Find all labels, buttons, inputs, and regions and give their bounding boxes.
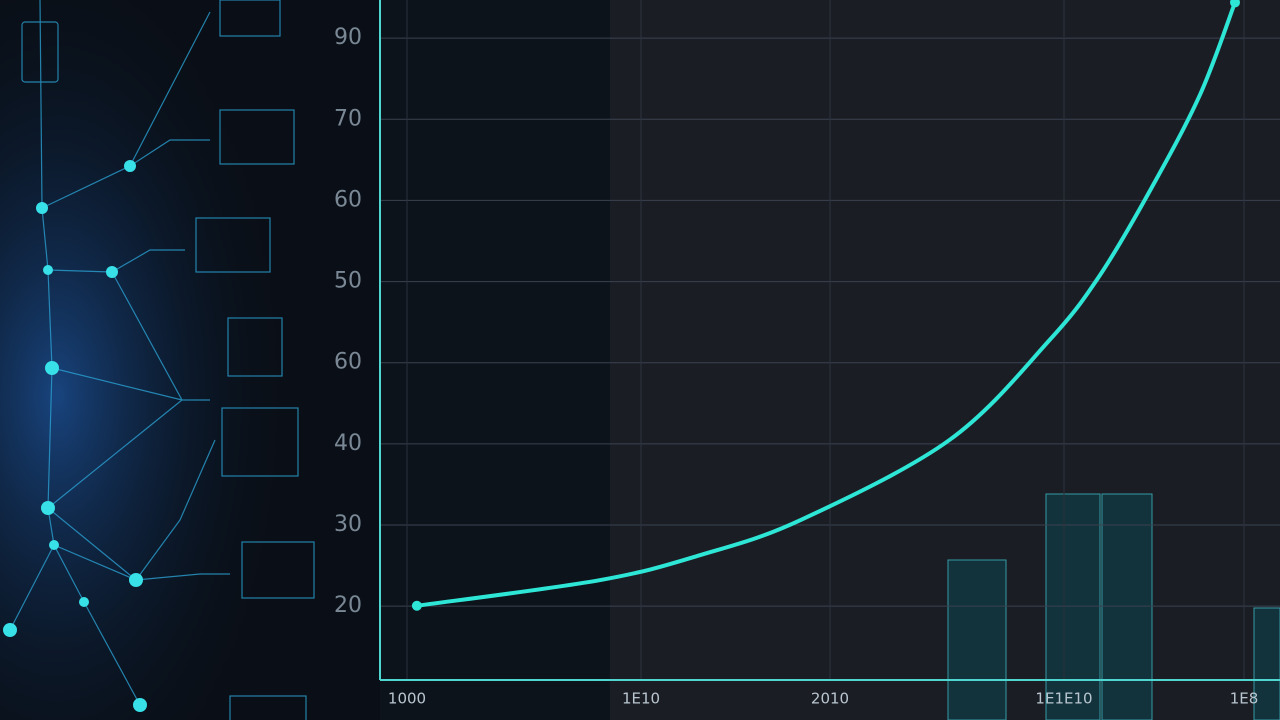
doc-icon [221,407,299,477]
panel [610,0,1280,720]
node [79,597,89,607]
node [133,698,147,712]
network-glow [0,0,380,720]
network-link [129,11,211,167]
network-link [39,0,43,209]
doc-icon [219,0,281,37]
doc-icon [229,695,307,720]
y-tick-label: 20 [334,593,362,618]
node [36,202,48,214]
network-link [47,269,210,401]
y-tick-label: 40 [334,431,362,456]
network-link [41,139,210,209]
data-line [414,0,1237,608]
node [45,361,59,375]
x-tick-label: 2010 [811,690,849,708]
x-tick-label: 1E1E10 [1035,690,1092,708]
y-tick-label: 90 [334,25,362,50]
node [129,573,143,587]
network [9,0,315,720]
network-link [47,507,141,706]
y-tick-label: 70 [334,106,362,131]
buildings [947,493,1280,720]
panel-dark [380,0,610,720]
building [1101,493,1153,720]
x-tick-label: 1000 [388,690,426,708]
x-tick-label: 1E10 [622,690,660,708]
y-tick-label: 60 [334,350,362,375]
node [124,160,136,172]
network-link [47,271,183,509]
building [1045,493,1101,720]
node [43,265,53,275]
node [106,266,118,278]
node [3,623,17,637]
doc-icon [241,541,315,599]
end-point [1230,0,1240,8]
network-nodes [3,160,147,712]
device-icon [21,21,59,83]
doc-icon [219,109,295,165]
building [1253,607,1280,720]
y-tick-label: 50 [334,269,362,294]
node [41,501,55,515]
doc-icon [195,217,271,273]
y-tick-label: 30 [334,512,362,537]
building [947,559,1007,720]
y-tick-label: 60 [334,187,362,212]
end-point [411,600,422,611]
x-tick-label: 1E8 [1230,690,1259,708]
node [49,540,59,550]
doc-icon [227,317,283,377]
